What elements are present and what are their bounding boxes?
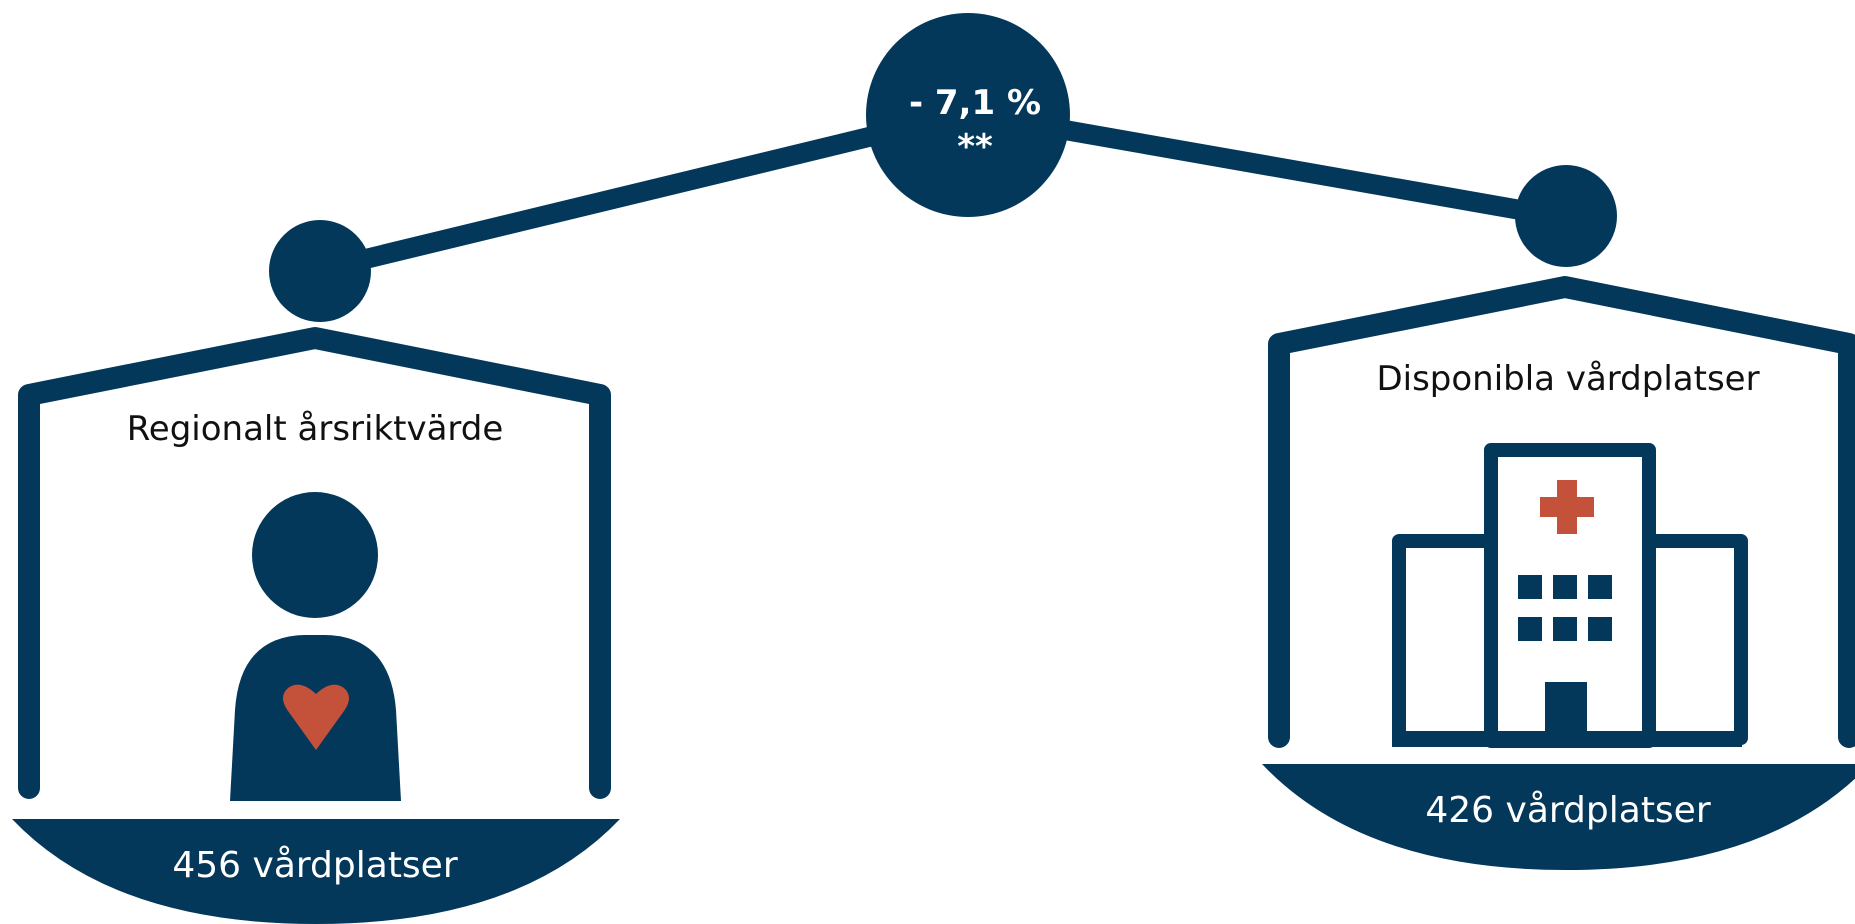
medical-cross-icon xyxy=(1540,480,1594,534)
hospital-windows xyxy=(1518,575,1612,641)
hospital-icon xyxy=(1392,443,1748,748)
person-heart-icon xyxy=(230,492,401,801)
hospital-door xyxy=(1545,682,1587,737)
right-house-frame xyxy=(1268,276,1855,748)
left-house-frame xyxy=(18,327,611,799)
right-title: Disponibla vårdplatser xyxy=(1376,359,1759,399)
change-percent: - 7,1 % xyxy=(909,83,1041,123)
significance-stars: ** xyxy=(957,127,993,167)
heart-icon xyxy=(283,684,349,750)
change-badge: - 7,1 % ** xyxy=(866,13,1070,217)
left-pan: Regionalt årsriktvärde 456 vårdplatser xyxy=(12,327,620,924)
right-value: 426 vårdplatser xyxy=(1425,790,1710,831)
left-value: 456 vårdplatser xyxy=(172,845,457,886)
right-pan: Disponibla vårdplatser 426 xyxy=(1262,276,1855,870)
right-pivot xyxy=(1515,165,1617,267)
left-bowl xyxy=(12,819,620,924)
left-title: Regionalt årsriktvärde xyxy=(127,409,504,449)
right-bowl xyxy=(1262,764,1855,870)
left-pivot xyxy=(269,220,371,322)
